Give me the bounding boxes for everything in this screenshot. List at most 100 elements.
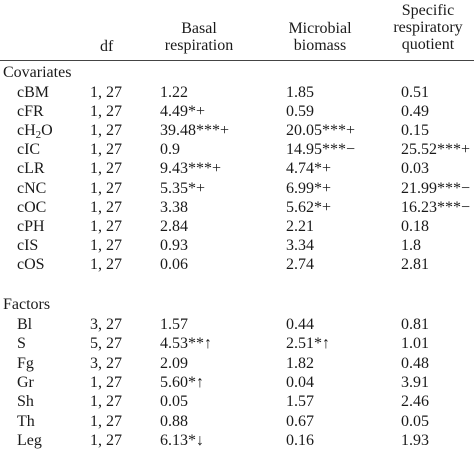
row-term: Fg <box>17 354 34 372</box>
row-term: cH2O <box>17 122 53 142</box>
row-term: cNC <box>17 179 47 197</box>
row-term: cOS <box>17 255 45 273</box>
table-row: cH2O 1, 27 39.48***+ 20.05***+ 0.15 <box>0 121 474 142</box>
row-df: 1, 27 <box>90 179 122 197</box>
header-micro-line1: Microbial <box>288 20 352 37</box>
row-microbial-biomass: 0.67 <box>286 412 314 430</box>
table-row: S 5, 27 4.53**↑ 2.51*↑ 1.01 <box>0 334 474 353</box>
header-micro-line2: biomass <box>293 37 347 54</box>
row-basal-respiration: 9.43***+ <box>160 160 222 178</box>
row-microbial-biomass: 5.62*+ <box>286 198 332 216</box>
table-row: Th 1, 27 0.88 0.67 0.05 <box>0 412 474 431</box>
table-row: Gr 1, 27 5.60*↑ 0.04 3.91 <box>0 373 474 392</box>
row-microbial-biomass: 1.85 <box>286 84 314 101</box>
header-rule <box>0 60 474 61</box>
row-term: Th <box>17 412 35 430</box>
section-covariates: Covariates <box>3 64 72 81</box>
table-row: cPH 1, 27 2.84 2.21 0.18 <box>0 217 474 236</box>
row-basal-respiration: 5.60*↑ <box>160 373 204 391</box>
row-term: Bl <box>17 316 33 333</box>
row-df: 1, 27 <box>90 393 122 411</box>
row-term: cBM <box>17 84 49 101</box>
row-df: 3, 27 <box>90 316 122 333</box>
row-specific-respiratory-quotient: 3.91 <box>401 373 429 391</box>
row-microbial-biomass: 3.34 <box>286 236 314 254</box>
row-term: Leg <box>17 431 42 449</box>
row-basal-respiration: 5.35*+ <box>160 179 206 197</box>
row-basal-respiration: 0.06 <box>160 255 188 273</box>
row-microbial-biomass: 20.05***+ <box>286 122 356 140</box>
row-term: Gr <box>17 373 34 391</box>
row-microbial-biomass: 6.99*+ <box>286 179 332 197</box>
row-microbial-biomass: 14.95***− <box>286 141 356 159</box>
header-sq-line2: respiratory <box>393 19 463 36</box>
header-df: df <box>100 38 114 55</box>
row-df: 1, 27 <box>90 103 122 121</box>
row-basal-respiration: 1.22 <box>160 84 188 101</box>
row-term: cLR <box>17 160 45 178</box>
row-basal-respiration: 1.57 <box>160 316 188 333</box>
row-specific-respiratory-quotient: 2.81 <box>401 255 429 273</box>
row-specific-respiratory-quotient: 25.52***+ <box>401 141 471 159</box>
table-row: cIS 1, 27 0.93 3.34 1.8 <box>0 236 474 255</box>
row-microbial-biomass: 1.82 <box>286 354 314 372</box>
row-df: 1, 27 <box>90 160 122 178</box>
row-specific-respiratory-quotient: 16.23***− <box>401 198 471 216</box>
row-basal-respiration: 39.48***+ <box>160 122 230 140</box>
row-basal-respiration: 6.13*↓ <box>160 431 204 449</box>
row-specific-respiratory-quotient: 2.46 <box>401 393 429 411</box>
row-df: 1, 27 <box>90 236 122 254</box>
header-specific-respiratory-quotient: Specific respiratory quotient <box>380 2 474 53</box>
row-df: 1, 27 <box>90 373 122 391</box>
table-row: Fg 3, 27 2.09 1.82 0.48 <box>0 354 474 373</box>
section-factors: Factors <box>3 296 51 313</box>
row-term: cPH <box>17 217 45 235</box>
row-df: 1, 27 <box>90 412 122 430</box>
row-df: 1, 27 <box>90 198 122 216</box>
table-row: Leg 1, 27 6.13*↓ 0.16 1.93 <box>0 431 474 450</box>
row-df: 1, 27 <box>90 431 122 449</box>
row-specific-respiratory-quotient: 0.51 <box>401 84 429 101</box>
table-row: cLR 1, 27 9.43***+ 4.74*+ 0.03 <box>0 159 474 178</box>
row-basal-respiration: 2.09 <box>160 354 188 372</box>
row-specific-respiratory-quotient: 0.49 <box>401 103 429 121</box>
row-basal-respiration: 0.88 <box>160 412 188 430</box>
row-term: cOC <box>17 198 47 216</box>
row-specific-respiratory-quotient: 0.15 <box>401 122 429 140</box>
row-df: 3, 27 <box>90 354 122 372</box>
header-basal-line2: respiration <box>164 37 234 54</box>
row-specific-respiratory-quotient: 0.81 <box>401 316 429 333</box>
row-basal-respiration: 4.53**↑ <box>160 335 212 353</box>
row-specific-respiratory-quotient: 21.99***− <box>401 179 471 197</box>
header-sq-line1: Specific <box>401 2 455 19</box>
row-df: 1, 27 <box>90 255 122 273</box>
row-specific-respiratory-quotient: 0.05 <box>401 412 429 430</box>
row-specific-respiratory-quotient: 1.8 <box>401 236 421 254</box>
row-microbial-biomass: 2.74 <box>286 255 314 273</box>
row-basal-respiration: 0.93 <box>160 236 188 254</box>
header-basal-respiration: Basal respiration <box>164 20 234 54</box>
row-df: 1, 27 <box>90 217 122 235</box>
row-term: cIS <box>17 236 39 254</box>
table-row: Sh 1, 27 0.05 1.57 2.46 <box>0 392 474 411</box>
row-microbial-biomass: 0.59 <box>286 103 314 121</box>
table-row: cOC 1, 27 3.38 5.62*+ 16.23***− <box>0 198 474 217</box>
row-term: S <box>17 335 26 353</box>
row-microbial-biomass: 0.44 <box>286 316 314 333</box>
row-term: cIC <box>17 141 41 159</box>
row-microbial-biomass: 0.16 <box>286 431 314 449</box>
row-basal-respiration: 4.49*+ <box>160 103 206 121</box>
header-sq-line3: quotient <box>401 36 455 53</box>
table-row: Bl 3, 27 1.57 0.44 0.81 <box>0 315 474 334</box>
row-specific-respiratory-quotient: 1.01 <box>401 335 429 353</box>
row-basal-respiration: 0.9 <box>160 141 180 159</box>
table-row: cBM 1, 27 1.22 1.85 0.51 <box>0 83 474 102</box>
header-basal-line1: Basal <box>181 20 217 37</box>
row-microbial-biomass: 2.21 <box>286 217 314 235</box>
row-microbial-biomass: 0.04 <box>286 373 314 391</box>
row-df: 5, 27 <box>90 335 122 353</box>
table-row: cFR 1, 27 4.49*+ 0.59 0.49 <box>0 102 474 121</box>
row-term: cFR <box>17 103 44 121</box>
row-microbial-biomass: 2.51*↑ <box>286 335 330 353</box>
